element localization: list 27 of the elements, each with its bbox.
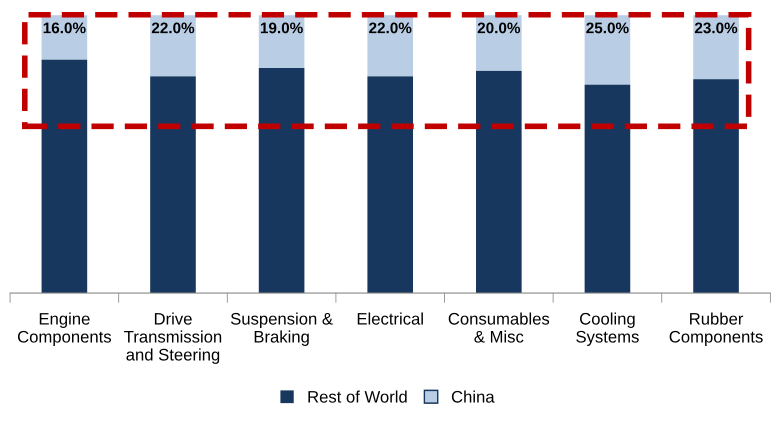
x-tick-label: Consumables & Misc bbox=[448, 312, 550, 343]
bar bbox=[476, 70, 522, 294]
x-tick-label: Rubber Components bbox=[670, 312, 763, 346]
bar bbox=[584, 15, 630, 85]
data-label: 16.0% bbox=[44, 22, 86, 34]
x-tick-label: Cooling Systems bbox=[576, 312, 639, 346]
data-label: 22.0% bbox=[152, 22, 194, 34]
data-label: 23.0% bbox=[694, 22, 738, 34]
bar bbox=[42, 60, 88, 294]
bar bbox=[367, 15, 414, 76]
data-label: 19.0% bbox=[260, 22, 303, 34]
x-tick-label: Engine Components bbox=[18, 312, 112, 346]
bar bbox=[150, 76, 196, 294]
bar bbox=[584, 84, 630, 294]
legend-label: Rest of World bbox=[308, 390, 407, 403]
bar bbox=[258, 68, 304, 294]
bar bbox=[150, 15, 196, 76]
data-label: 25.0% bbox=[586, 22, 629, 34]
x-tick-label: Drive Transmission and Steering bbox=[124, 312, 222, 364]
bar bbox=[367, 76, 414, 294]
data-label: 22.0% bbox=[369, 22, 412, 34]
x-tick-label: Electrical bbox=[358, 312, 423, 325]
legend-label: China bbox=[452, 390, 495, 403]
bar bbox=[693, 79, 739, 294]
data-label: 20.0% bbox=[478, 22, 520, 34]
x-tick-label: Suspension & Braking bbox=[230, 312, 333, 346]
bar bbox=[693, 15, 739, 80]
